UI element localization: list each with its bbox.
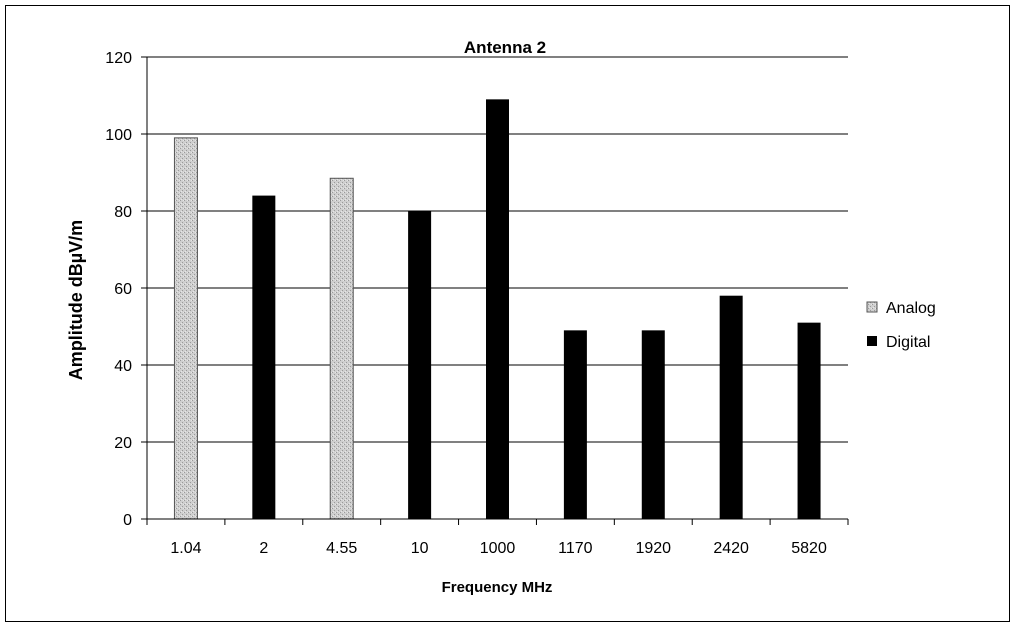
y-axis-title: Amplitude dBµV/m [66,220,86,380]
bar-digital [252,195,276,519]
x-tick-label: 5820 [791,540,827,557]
bar-digital [408,211,432,519]
bar-digital [563,330,587,519]
y-tick-label: 80 [114,204,132,221]
x-tick-label: 1.04 [170,540,201,557]
chart-title: Antenna 2 [464,38,546,57]
bar-digital [641,330,665,519]
legend: Analog Digital [866,300,936,351]
y-tick-label: 100 [105,127,132,144]
axes [146,57,849,525]
bars [173,99,821,520]
bar-digital [797,322,821,519]
bar-digital [719,295,743,519]
bar-digital [486,99,509,519]
x-tick-label: 1170 [558,540,593,557]
bar-analog [329,177,354,520]
x-tick-label: 1000 [480,540,516,557]
y-tick-label: 120 [105,50,132,67]
legend-label-analog: Analog [886,300,936,317]
y-tick-label: 20 [114,435,132,452]
x-tick-label: 10 [411,540,429,557]
y-tick-label: 40 [114,358,132,375]
x-tick-label: 4.55 [326,540,357,557]
x-tick-label: 2420 [713,540,749,557]
y-tick-label: 60 [114,281,132,298]
x-tick-label: 2 [259,540,268,557]
x-tick-label: 1920 [635,540,671,557]
legend-swatch-digital [867,336,877,346]
legend-swatch-analog [866,301,878,313]
y-tick-labels: 0 20 40 60 80 100 120 [105,50,132,529]
bar-analog [173,137,198,520]
x-tick-labels: 1.04 2 4.55 10 1000 1170 1920 2420 5820 [170,540,827,557]
y-tick-label: 0 [123,512,132,529]
x-axis-title: Frequency MHz [442,579,553,596]
legend-label-digital: Digital [886,334,930,351]
